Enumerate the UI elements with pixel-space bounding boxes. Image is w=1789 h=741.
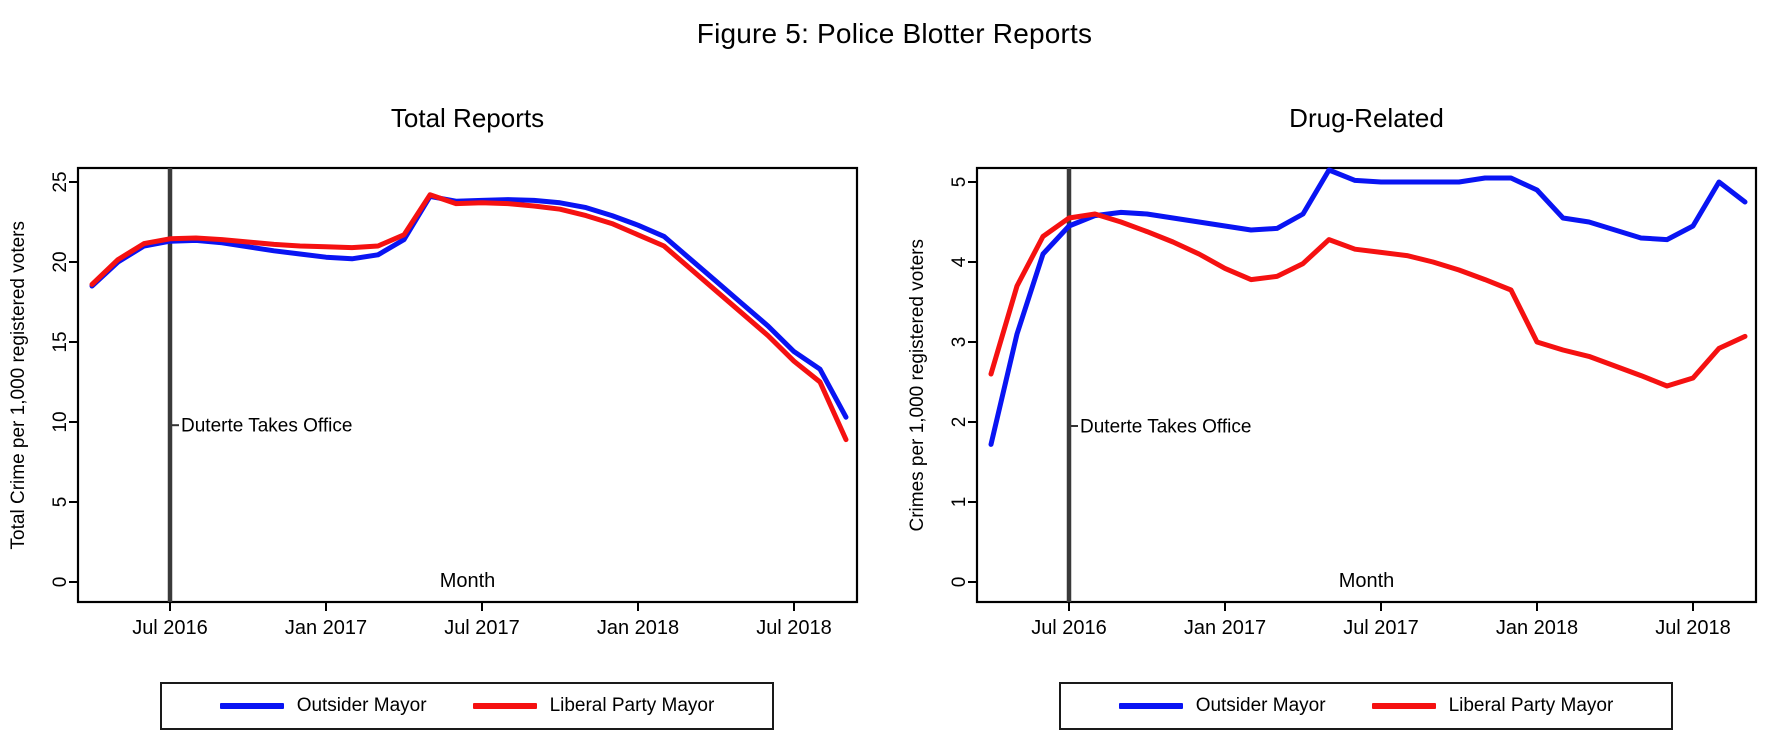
legend-total-reports: Outsider Mayor Liberal Party Mayor <box>160 682 774 730</box>
legend-item-liberal: Liberal Party Mayor <box>472 695 715 717</box>
legend-drug-related: Outsider Mayor Liberal Party Mayor <box>1059 682 1673 730</box>
svg-text:Jul 2016: Jul 2016 <box>132 617 208 639</box>
legend-item-liberal: Liberal Party Mayor <box>1371 695 1614 717</box>
svg-text:Jul 2016: Jul 2016 <box>1031 617 1107 639</box>
svg-text:25: 25 <box>50 171 71 192</box>
legend-swatch-outsider <box>1118 703 1183 709</box>
svg-text:20: 20 <box>50 251 71 272</box>
svg-text:10: 10 <box>50 411 71 432</box>
svg-text:Jan 2017: Jan 2017 <box>285 617 367 639</box>
svg-text:2: 2 <box>949 417 970 428</box>
svg-text:Jul 2017: Jul 2017 <box>1343 617 1419 639</box>
legend-item-outsider: Outsider Mayor <box>1118 695 1326 717</box>
svg-text:3: 3 <box>949 337 970 348</box>
svg-text:5: 5 <box>949 177 970 188</box>
legend-item-outsider: Outsider Mayor <box>219 695 427 717</box>
svg-text:0: 0 <box>50 577 71 588</box>
panel-drug-related: Drug-Related Crimes per 1,000 registered… <box>899 0 1789 741</box>
legend-swatch-liberal <box>472 703 537 709</box>
plot-total-reports: 0 5 10 15 20 25 Jul 2016 Jan 2017 Jul 2017 Jan 20… <box>50 166 859 639</box>
plot-drug-related: 0 1 2 3 4 5 Jul 2016 Jan 2017 Jul 2017 Jan 2018 Ju… <box>949 166 1758 639</box>
svg-text:15: 15 <box>50 331 71 352</box>
vline-annotation: Duterte Takes Office <box>1080 417 1251 438</box>
svg-text:Jan 2017: Jan 2017 <box>1184 617 1266 639</box>
legend-label-liberal: Liberal Party Mayor <box>1448 695 1614 716</box>
legend-swatch-liberal <box>1371 703 1436 709</box>
legend-label-outsider: Outsider Mayor <box>1195 695 1326 716</box>
legend-swatch-outsider <box>219 703 284 709</box>
panel-total-reports: Total Reports Total Crime per 1,000 regi… <box>0 0 890 741</box>
chart-title-total-reports: Total Reports <box>390 103 545 133</box>
svg-text:Jul 2018: Jul 2018 <box>756 617 832 639</box>
svg-text:Jul 2018: Jul 2018 <box>1655 617 1731 639</box>
chart-title-drug-related: Drug-Related <box>1289 103 1444 133</box>
legend-label-outsider: Outsider Mayor <box>296 695 427 716</box>
x-axis-label-total: Month <box>439 570 496 592</box>
svg-text:0: 0 <box>949 577 970 588</box>
svg-text:5: 5 <box>50 497 71 508</box>
svg-text:Jul 2017: Jul 2017 <box>444 617 520 639</box>
svg-text:4: 4 <box>949 256 970 267</box>
y-axis-label-drug: Crimes per 1,000 registered voters <box>907 238 928 532</box>
svg-text:Jan 2018: Jan 2018 <box>597 617 679 639</box>
legend-label-liberal: Liberal Party Mayor <box>549 695 715 716</box>
x-axis-label-drug: Month <box>1338 570 1395 592</box>
figure-title: Figure 5: Police Blotter Reports <box>696 18 1093 49</box>
svg-text:Jan 2018: Jan 2018 <box>1496 617 1578 639</box>
y-axis-label-total: Total Crime per 1,000 registered voters <box>8 220 29 550</box>
vline-annotation: Duterte Takes Office <box>181 416 352 437</box>
svg-text:1: 1 <box>949 497 970 508</box>
